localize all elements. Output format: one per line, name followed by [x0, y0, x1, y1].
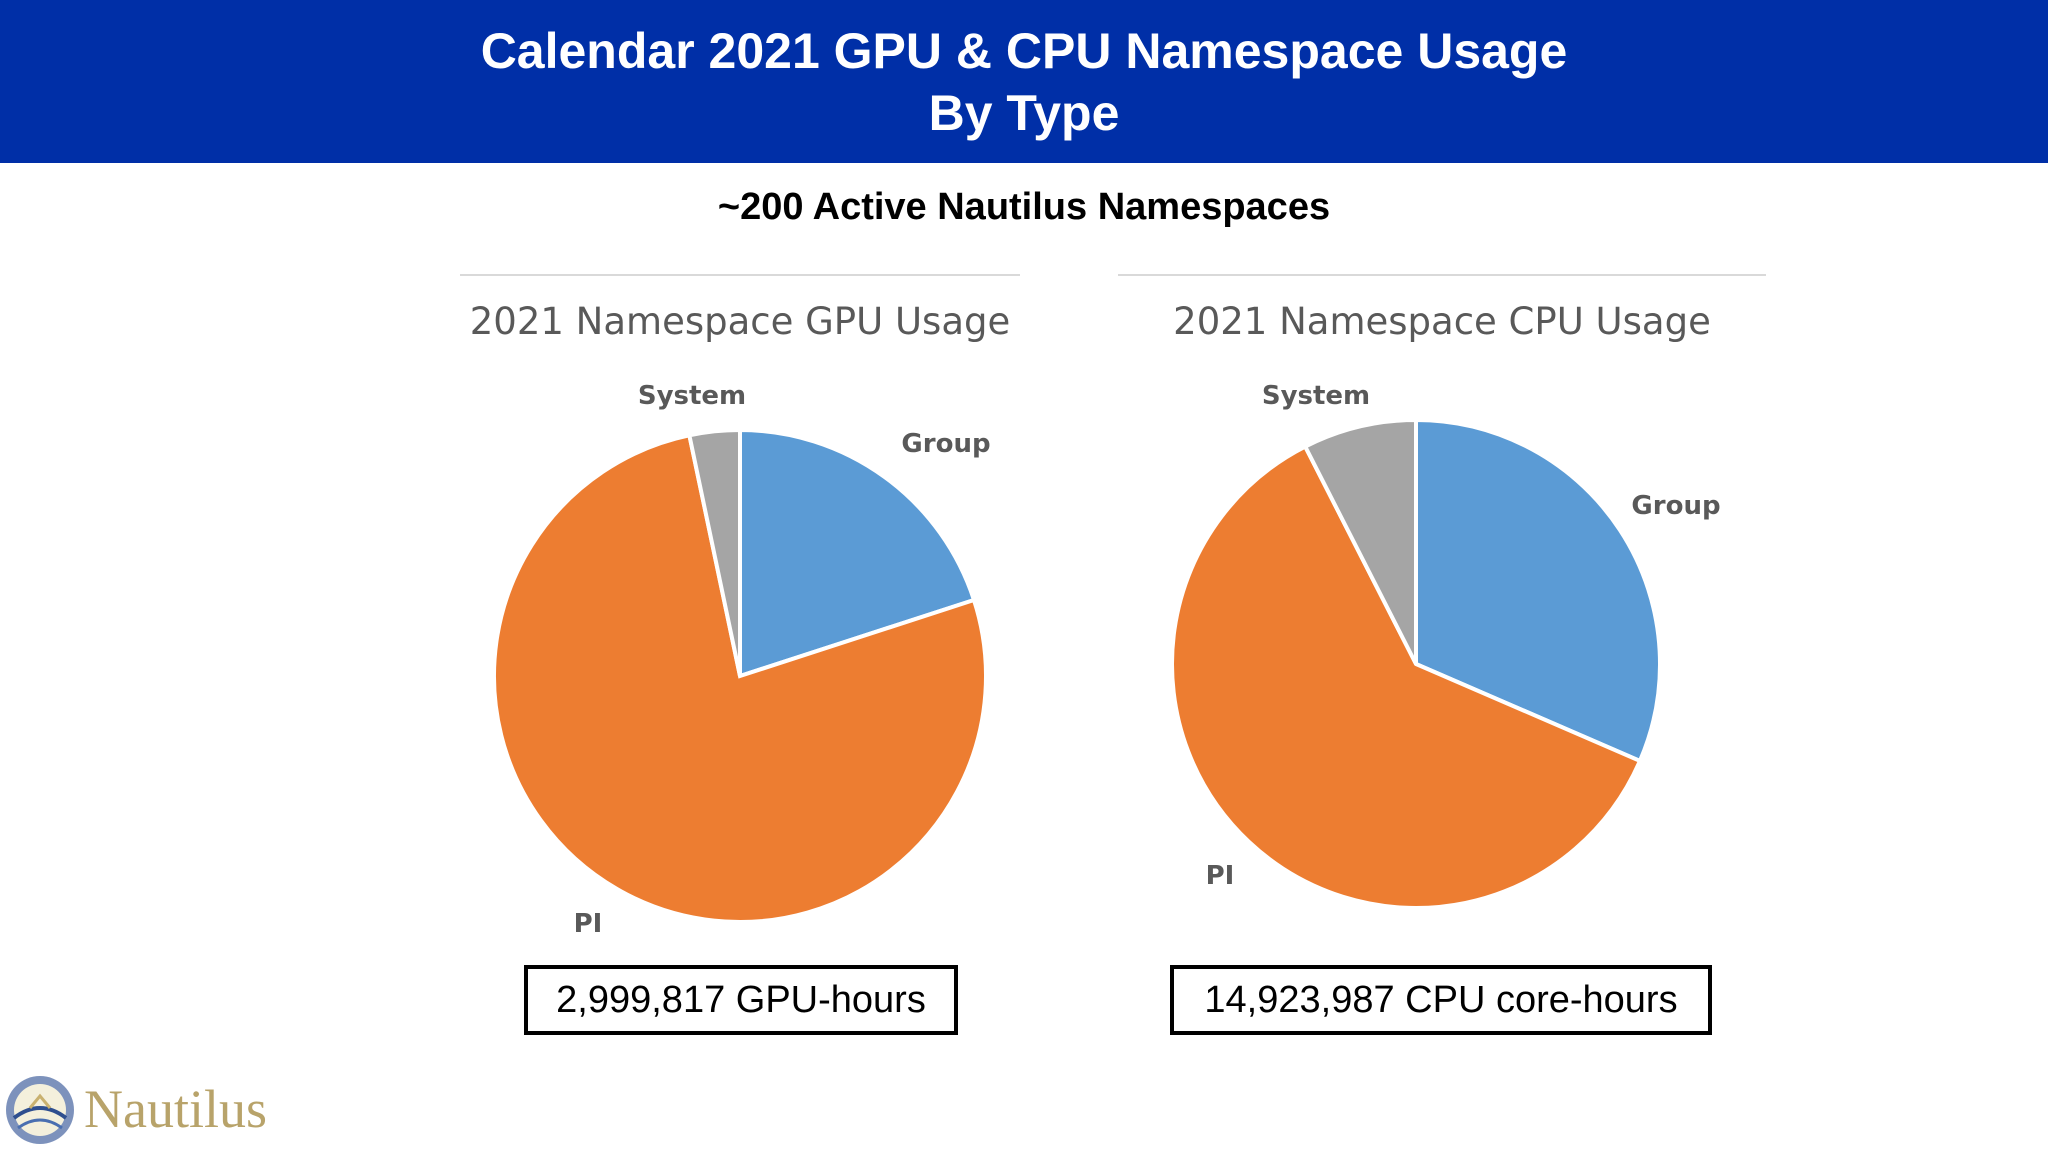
nautilus-shell-logo-icon — [6, 1076, 74, 1144]
pie-slice-group — [1414, 417, 1662, 764]
slide-header: Calendar 2021 GPU & CPU Namespace Usage … — [0, 0, 2048, 163]
cpu-usage-chart: 2021 Namespace CPU Usage Group PI System — [1118, 274, 1766, 954]
pie-slice-group — [738, 427, 977, 679]
pie-slice-system — [686, 427, 742, 677]
chart-title: 2021 Namespace GPU Usage — [469, 300, 1011, 343]
chart-top-border — [460, 274, 1020, 276]
pie-slice-system — [1302, 417, 1418, 665]
chart-title: 2021 Namespace CPU Usage — [1173, 300, 1711, 343]
slide-title-line-2: By Type — [928, 84, 1120, 141]
gpu-total-hours-box: 2,999,817 GPU-hours — [524, 965, 958, 1035]
slice-label-pi: PI — [1206, 861, 1235, 891]
slice-label-group: Group — [1631, 491, 1720, 521]
slice-label-pi: PI — [574, 909, 603, 939]
slide-subtitle: ~200 Active Nautilus Namespaces — [717, 186, 1331, 228]
pie-slice-pi — [1170, 443, 1643, 910]
pie-slice-pi — [492, 432, 988, 924]
slide-title-line-1: Calendar 2021 GPU & CPU Namespace Usage — [480, 22, 1568, 79]
slice-label-group: Group — [901, 429, 990, 459]
cpu-pie-chart: Group PI System — [1170, 381, 1721, 910]
cpu-total-hours-box: 14,923,987 CPU core-hours — [1170, 965, 1712, 1035]
chart-top-border — [1118, 274, 1766, 276]
slice-label-system: System — [638, 381, 746, 411]
slice-label-system: System — [1262, 381, 1370, 411]
gpu-pie-chart: Group PI System — [492, 381, 991, 939]
nautilus-logo-text: Nautilus — [84, 1079, 267, 1139]
gpu-usage-chart: 2021 Namespace GPU Usage Group PI System — [460, 274, 1020, 954]
